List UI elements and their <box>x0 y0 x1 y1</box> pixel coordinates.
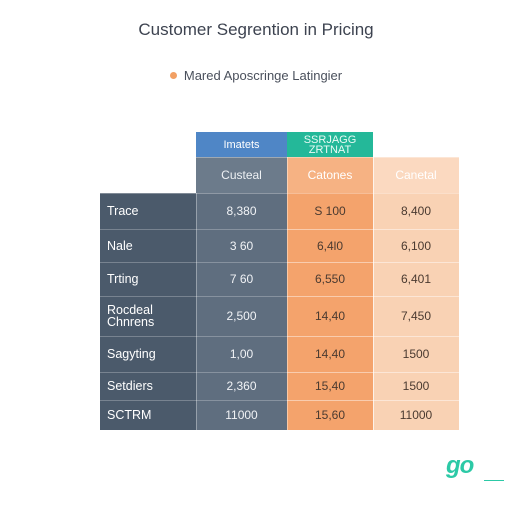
table-cell-text: 6,550 <box>314 272 346 286</box>
table-cell: 7,450 <box>373 296 459 336</box>
row-label-text: Setdiers <box>107 379 153 393</box>
column-divider <box>287 157 288 430</box>
table-cell: 1500 <box>373 372 459 400</box>
table-cell: 8,380 <box>196 193 287 229</box>
row-label: Nale <box>100 229 196 262</box>
table-cell: 2,360 <box>196 372 287 400</box>
table-cell-text: 1,00 <box>229 347 254 361</box>
table-cell: 11000 <box>373 400 459 430</box>
row-divider <box>196 157 459 158</box>
row-divider <box>100 296 287 297</box>
row-label-text: Trace <box>107 204 139 218</box>
header-col2-top-text: SSRJAGG ZRTNAT <box>303 133 357 156</box>
table-cell: 6,100 <box>373 229 459 262</box>
row-label-text: Rocdeal Chnrens <box>107 303 155 329</box>
row-label: Trace <box>100 193 196 229</box>
table-cell: 2,500 <box>196 296 287 336</box>
header-col2-top: SSRJAGG ZRTNAT <box>287 132 373 157</box>
row-divider <box>100 262 287 263</box>
table-cell: 14,40 <box>287 296 373 336</box>
table-cell: S 100 <box>287 193 373 229</box>
table-cell-text: 2,500 <box>226 309 257 323</box>
table-cell: 14,40 <box>287 336 373 372</box>
table-cell: 1500 <box>373 336 459 372</box>
table-cell-text: 15,40 <box>314 379 346 393</box>
table-cell-text: 1500 <box>402 347 430 361</box>
table-cell-text: 7,450 <box>400 309 432 323</box>
table-cell: 8,400 <box>373 193 459 229</box>
row-label: Rocdeal Chnrens <box>100 296 196 336</box>
row-divider <box>100 229 287 230</box>
table-cell-text: 8,400 <box>400 204 432 218</box>
table-cell-text: 3 60 <box>229 238 254 253</box>
row-label-text: SCTRM <box>107 408 152 422</box>
legend: Mared Aposcringe Latingier <box>0 68 512 83</box>
table-cell-text: 11000 <box>225 408 258 422</box>
column-divider <box>373 157 374 430</box>
table-cell-text: 11000 <box>399 408 433 422</box>
row-label: Trting <box>100 262 196 296</box>
table-cell: 3 60 <box>196 229 287 262</box>
legend-swatch <box>169 72 177 79</box>
header-col1-text: Custeal <box>221 168 262 182</box>
chart-title: Customer Segrention in Pricing <box>138 20 374 39</box>
table-cell-text: S 100 <box>314 204 346 218</box>
brand-logo: go <box>446 452 474 479</box>
table-cell-text: 14,40 <box>314 309 346 323</box>
table-cell: 15,40 <box>287 372 373 400</box>
row-label: Sagyting <box>100 336 196 372</box>
header-col1: Custeal <box>196 157 287 193</box>
header-col2-text: Catones <box>307 168 353 182</box>
row-divider <box>100 193 459 194</box>
table-cell: 1,00 <box>196 336 287 372</box>
table-cell-text: 14,40 <box>314 347 346 361</box>
table-cell-text: 8,380 <box>226 204 257 218</box>
table-cell-text: 6,401 <box>400 272 432 286</box>
table-cell: 6,401 <box>373 262 459 296</box>
legend-label: Mared Aposcringe Latingier <box>183 68 343 83</box>
header-col2: Catones <box>287 157 373 193</box>
row-label: SCTRM <box>100 400 196 430</box>
table-cell-text: 1500 <box>402 379 430 393</box>
table-cell-text: 15,60 <box>314 408 346 422</box>
row-label-text: Nale <box>107 238 133 253</box>
header-col1-top-text: Imatets <box>223 138 260 151</box>
table-cell: 6,4l0 <box>287 229 373 262</box>
header-col3-text: Canetal <box>395 168 437 182</box>
row-divider <box>100 372 287 373</box>
logo-underline <box>484 480 504 481</box>
header-col3: Canetal <box>373 157 459 193</box>
row-divider <box>100 400 287 401</box>
table-cell-text: 2,360 <box>226 379 257 393</box>
row-label-text: Sagyting <box>107 347 156 361</box>
row-divider <box>100 336 287 337</box>
table-cell-text: 7 60 <box>229 272 254 286</box>
table-cell: 6,550 <box>287 262 373 296</box>
table-cell: 7 60 <box>196 262 287 296</box>
row-label: Setdiers <box>100 372 196 400</box>
table-cell: 15,60 <box>287 400 373 430</box>
table-cell-text: 6,4l0 <box>316 238 344 253</box>
table-cell: 11000 <box>196 400 287 430</box>
column-divider <box>196 193 197 430</box>
header-col1-top: Imatets <box>196 132 287 157</box>
row-label-text: Trting <box>107 272 139 286</box>
table-cell-text: 6,100 <box>400 238 432 253</box>
